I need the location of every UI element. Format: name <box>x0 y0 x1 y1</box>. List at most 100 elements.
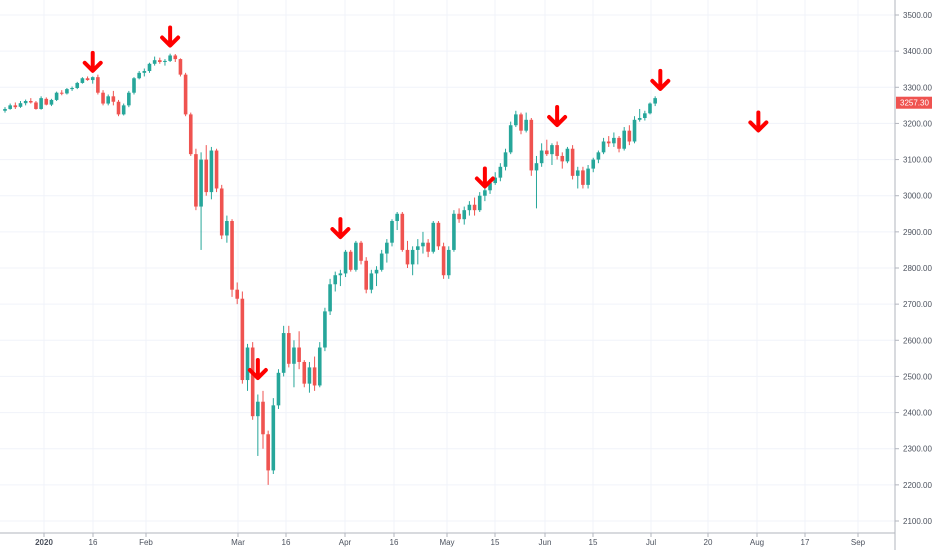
candle[interactable] <box>8 103 12 110</box>
candle[interactable] <box>199 152 203 250</box>
candle[interactable] <box>390 219 394 247</box>
candle[interactable] <box>328 278 332 315</box>
candle[interactable] <box>514 110 518 128</box>
candle[interactable] <box>75 81 80 90</box>
candle[interactable] <box>121 103 126 116</box>
candle[interactable] <box>343 249 348 278</box>
candle[interactable] <box>395 211 399 231</box>
candle[interactable] <box>503 148 508 171</box>
candles[interactable] <box>3 53 657 485</box>
candle[interactable] <box>127 90 131 108</box>
candle[interactable] <box>622 127 626 151</box>
candle[interactable] <box>219 184 224 240</box>
candle[interactable] <box>627 125 632 146</box>
candle[interactable] <box>18 101 23 108</box>
time-axis[interactable]: 2020 16 Feb Mar 16 Apr 16 May 15 Jun 15 Jul 20 Aug 17 S… <box>0 532 895 547</box>
candle[interactable] <box>452 210 456 252</box>
candle[interactable] <box>529 118 534 176</box>
candle[interactable] <box>348 249 353 272</box>
candle[interactable] <box>534 155 539 209</box>
candle[interactable] <box>183 72 188 117</box>
candle[interactable] <box>550 143 554 165</box>
candle[interactable] <box>39 96 43 110</box>
candle[interactable] <box>426 239 430 258</box>
candle[interactable] <box>472 197 477 216</box>
candle[interactable] <box>441 242 446 279</box>
candle[interactable] <box>581 166 585 189</box>
candle[interactable] <box>570 145 575 180</box>
candle[interactable] <box>333 271 338 292</box>
candle[interactable] <box>276 369 281 409</box>
candle[interactable] <box>369 269 374 294</box>
candle[interactable] <box>400 211 405 252</box>
candle[interactable] <box>59 90 64 96</box>
candle[interactable] <box>446 246 451 279</box>
candle[interactable] <box>158 57 162 64</box>
candle[interactable] <box>44 97 49 106</box>
candle[interactable] <box>163 59 167 66</box>
candle[interactable] <box>292 340 296 388</box>
candle[interactable] <box>49 98 54 107</box>
candle[interactable] <box>261 390 265 449</box>
candle[interactable] <box>431 221 436 254</box>
candle[interactable] <box>467 201 472 216</box>
candle[interactable] <box>643 110 647 121</box>
candle[interactable] <box>137 71 141 80</box>
candle[interactable] <box>173 54 178 62</box>
candle[interactable] <box>508 121 513 155</box>
candle[interactable] <box>421 231 425 254</box>
candle[interactable] <box>302 360 307 388</box>
candle[interactable] <box>498 163 503 182</box>
candle[interactable] <box>410 246 415 276</box>
candle[interactable] <box>317 342 322 388</box>
candle[interactable] <box>54 91 59 102</box>
candle[interactable] <box>287 325 291 368</box>
candle[interactable] <box>374 266 379 287</box>
candle[interactable] <box>142 68 147 77</box>
candle[interactable] <box>653 96 657 107</box>
candle[interactable] <box>457 208 461 223</box>
price-axis[interactable]: 3500.00 3400.00 3300.00 3200.00 3100.00 3000.… <box>894 0 932 550</box>
candle[interactable] <box>209 146 214 200</box>
candle[interactable] <box>591 157 596 173</box>
candle[interactable] <box>524 112 528 133</box>
candle[interactable] <box>632 116 637 144</box>
candle[interactable] <box>80 77 85 84</box>
candle[interactable] <box>101 90 105 106</box>
candle[interactable] <box>354 240 358 272</box>
candle[interactable] <box>214 148 219 193</box>
candle[interactable] <box>116 99 121 117</box>
candle[interactable] <box>281 325 286 377</box>
candle[interactable] <box>385 239 389 263</box>
candle[interactable] <box>483 186 487 202</box>
candle[interactable] <box>230 219 234 297</box>
candle[interactable] <box>555 141 559 160</box>
candle[interactable] <box>271 398 276 475</box>
candle[interactable] <box>364 257 368 294</box>
candle[interactable] <box>359 240 363 265</box>
candle[interactable] <box>545 139 549 156</box>
candle[interactable] <box>132 77 136 95</box>
candle[interactable] <box>586 164 590 189</box>
candle[interactable] <box>312 356 317 391</box>
candle[interactable] <box>23 99 28 106</box>
candle[interactable] <box>596 150 601 164</box>
candle[interactable] <box>13 102 18 109</box>
candle[interactable] <box>519 112 523 135</box>
candle[interactable] <box>65 88 69 95</box>
candle[interactable] <box>565 146 570 164</box>
candle[interactable] <box>637 108 642 122</box>
candle[interactable] <box>29 98 33 104</box>
candle[interactable] <box>96 74 100 95</box>
candle[interactable] <box>477 192 482 212</box>
candle[interactable] <box>194 148 198 211</box>
candle[interactable] <box>601 137 606 155</box>
candle[interactable] <box>266 430 270 485</box>
candle[interactable] <box>34 101 38 110</box>
candle[interactable] <box>307 361 312 393</box>
candle[interactable] <box>147 62 152 73</box>
candle[interactable] <box>106 94 110 106</box>
candle[interactable] <box>416 239 420 265</box>
candle[interactable] <box>606 136 611 147</box>
